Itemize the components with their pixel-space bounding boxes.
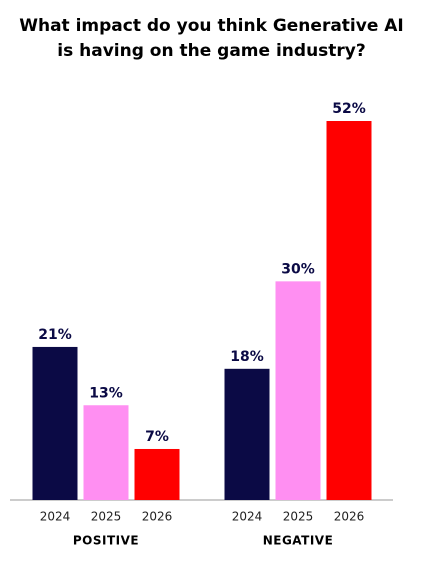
data-label: 18% [230,349,264,365]
year-label: 2025 [91,510,122,524]
data-label: 30% [281,261,315,277]
year-label: 2025 [283,510,314,524]
chart-title: What impact do you think Generative AI i… [19,16,404,61]
bar [275,281,321,500]
data-label: 52% [332,101,366,117]
bar [32,346,78,500]
data-label: 7% [145,429,169,445]
year-label: 2026 [334,510,365,524]
bar [326,121,372,500]
bar [83,405,129,500]
year-label: 2024 [40,510,71,524]
group-label: POSITIVE [73,534,139,548]
year-label: 2026 [142,510,173,524]
bar [224,368,270,500]
year-label: 2024 [232,510,263,524]
bar [134,448,180,500]
data-label: 21% [38,327,72,343]
group-label: NEGATIVE [263,534,334,548]
data-label: 13% [89,385,123,401]
